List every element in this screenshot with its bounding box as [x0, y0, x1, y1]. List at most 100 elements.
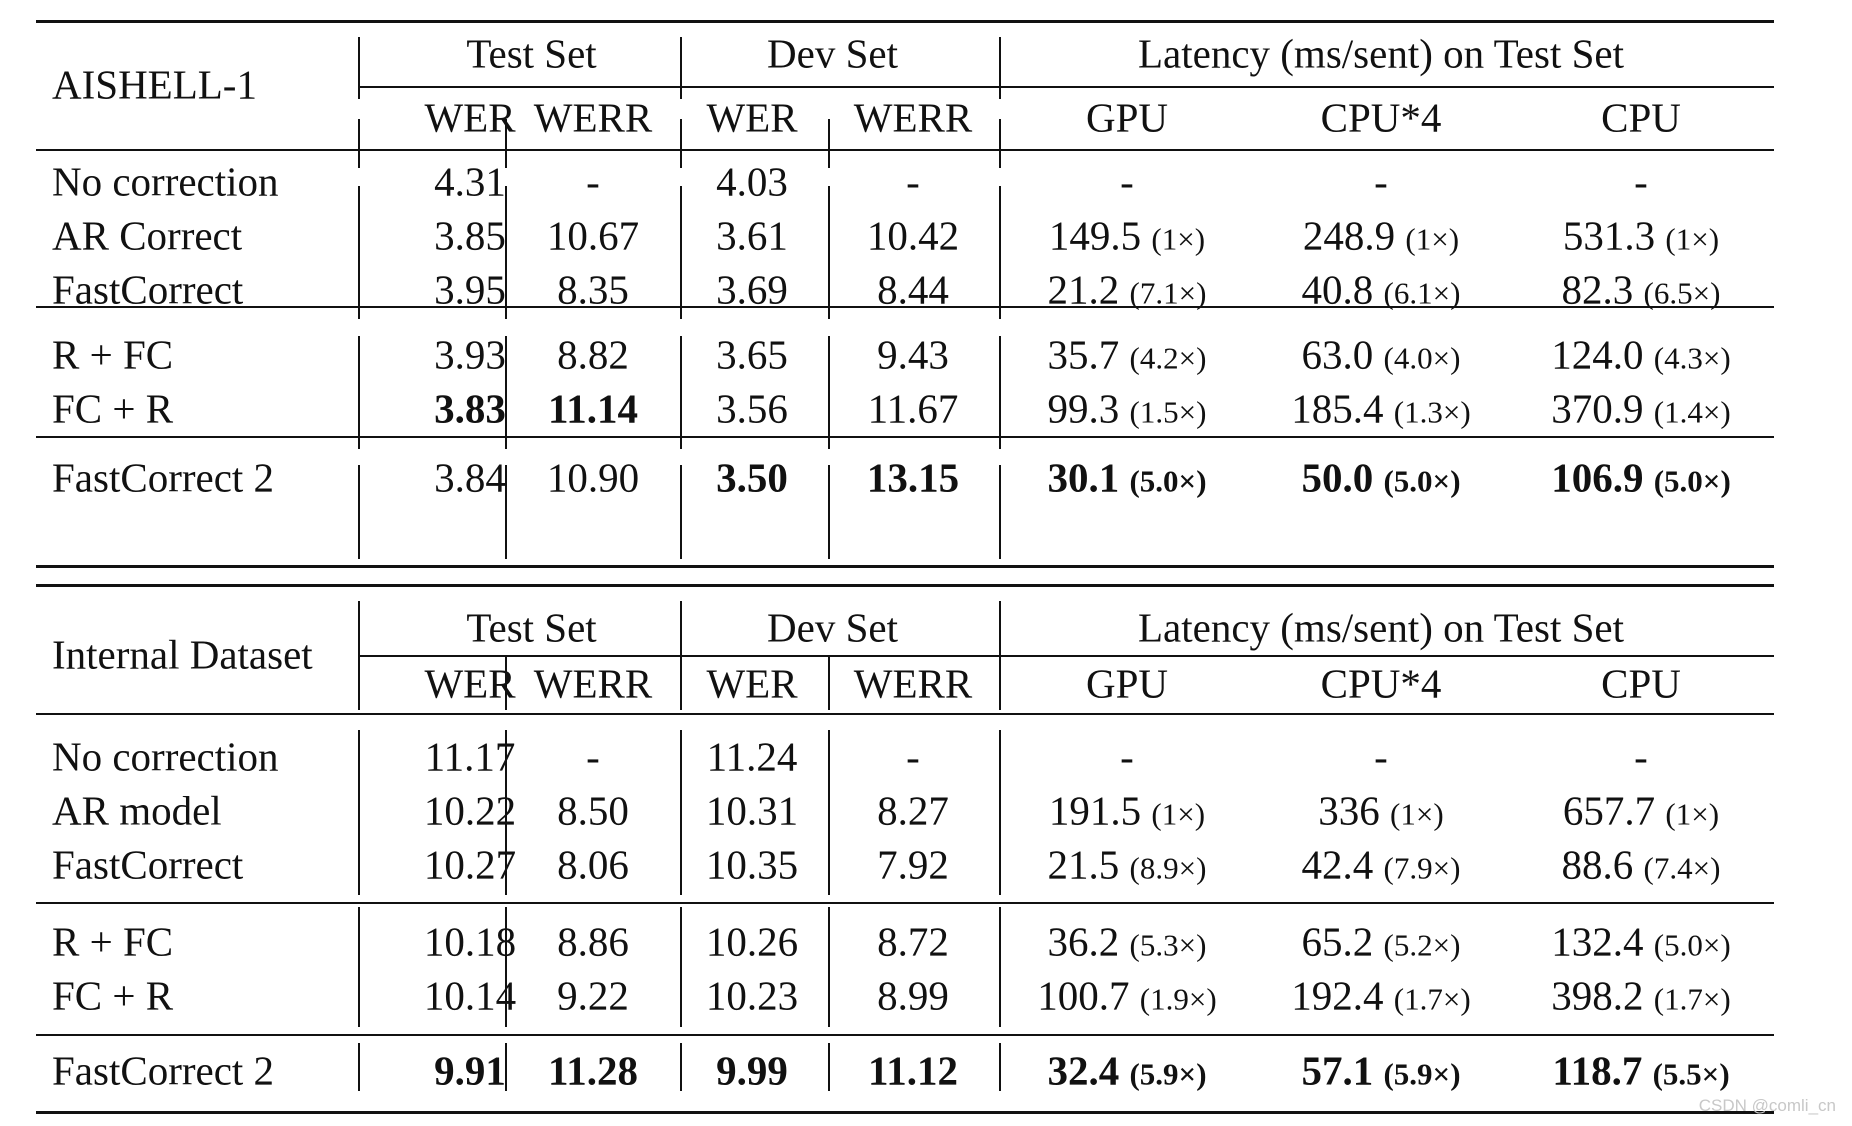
row-label: FastCorrect [52, 266, 244, 313]
cell-value: 10.42 [866, 212, 960, 259]
column-rule [680, 119, 682, 168]
table-cell: 21.2 (7.1×) [1048, 269, 1207, 311]
dataset-label: Internal Dataset [52, 631, 313, 678]
cell-value: 4.03 [716, 158, 788, 205]
speedup-value: (7.4×) [1643, 850, 1721, 886]
column-header: CPU*4 [1320, 94, 1442, 141]
speedup-value: (1×) [1665, 221, 1720, 257]
cell-value: 10.14 [423, 972, 517, 1019]
group-header: Latency (ms/sent) on Test Set [1138, 604, 1624, 651]
cell-value: 99.3 [1047, 385, 1120, 432]
table-cell: - [586, 161, 600, 203]
speedup-value: (1.7×) [1393, 981, 1471, 1017]
column-rule [680, 1043, 682, 1091]
speedup-value: (5.9×) [1129, 1056, 1207, 1092]
speedup-value: (5.5×) [1652, 1056, 1730, 1092]
cell-value: 10.90 [546, 454, 640, 501]
table-cell: 8.82 [557, 334, 629, 376]
column-header: CPU [1601, 660, 1681, 707]
column-rule [358, 186, 360, 319]
table-cell: 248.9 (1×) [1302, 212, 1459, 259]
cell-value: 8.44 [877, 266, 949, 313]
cell-value: 100.7 [1037, 972, 1130, 1019]
cell-value: 42.4 [1301, 841, 1374, 888]
column-header: WER [424, 94, 516, 141]
table-cell: 65.2 (5.2×) [1302, 921, 1461, 963]
column-header: WER [706, 660, 798, 707]
group-header: Test Set [466, 30, 597, 77]
column-rule [999, 730, 1001, 895]
table-cell: 3.93 [434, 334, 506, 376]
aishell-results-table: AISHELL-1 Test Set Dev Set Latency (ms/sent… [36, 20, 1774, 568]
table-cell: 149.5 (1×) [1049, 215, 1205, 257]
column-rule [999, 119, 1001, 168]
row-label: R + FC [52, 918, 174, 965]
table-cell: 10.14 [423, 972, 517, 1019]
cell-value: 398.2 [1551, 972, 1644, 1019]
cell-value: 10.31 [705, 787, 799, 834]
table-cell: - [1374, 736, 1388, 778]
cell-value: 11.14 [548, 385, 638, 432]
cell-value: - [906, 733, 920, 780]
speedup-value: (5.2×) [1383, 927, 1461, 963]
row-label: FastCorrect 2 [52, 454, 275, 501]
table-cell: 99.3 (1.5×) [1047, 385, 1207, 432]
cell-value: 248.9 [1302, 212, 1396, 259]
cell-value: 50.0 [1301, 454, 1374, 501]
table-cell: 42.4 (7.9×) [1301, 841, 1461, 888]
column-header: WERR [533, 94, 653, 141]
cell-value: - [1634, 158, 1648, 205]
table-cell: 10.22 [424, 790, 516, 832]
table-cell: 9.43 [877, 334, 949, 376]
table-cell: 10.42 [866, 212, 960, 259]
speedup-value: (1×) [1151, 796, 1206, 832]
header-rule [36, 713, 1774, 715]
column-rule [505, 336, 507, 449]
speedup-value: (7.9×) [1383, 850, 1461, 886]
table-cell: 10.35 [706, 844, 798, 886]
table-cell: 82.3 (6.5×) [1561, 266, 1721, 313]
column-rule [358, 601, 360, 710]
cell-value: 11.67 [867, 385, 959, 432]
table-cell: 8.86 [557, 921, 629, 963]
column-rule [999, 37, 1001, 99]
cell-value: - [1374, 158, 1388, 205]
cell-value: 82.3 [1561, 266, 1634, 313]
group-header: Test Set [466, 604, 597, 651]
internal-dataset-results-table: Internal Dataset Test Set Dev Set Latency (… [36, 584, 1774, 1114]
table-cell: 11.67 [867, 385, 959, 432]
group-header: Dev Set [767, 604, 898, 651]
column-rule [358, 37, 360, 99]
table-cell: - [906, 733, 920, 780]
cell-value: 10.23 [705, 972, 799, 1019]
table-cell: - [1634, 158, 1648, 205]
speedup-value: (1×) [1390, 796, 1444, 832]
row-label: FC + R [52, 972, 174, 1019]
row-label: FC + R [52, 385, 174, 432]
cell-value: 9.22 [557, 972, 629, 1019]
row-group-rule [36, 306, 1774, 308]
column-header: WERR [533, 660, 653, 707]
speedup-value: (4.0×) [1383, 340, 1461, 376]
speedup-value: (4.2×) [1129, 340, 1207, 376]
table-cell: 21.5 (8.9×) [1048, 844, 1207, 886]
table-cell: 11.17 [425, 736, 516, 778]
cell-value: 3.50 [716, 454, 788, 501]
cell-value: 88.6 [1561, 841, 1634, 888]
cell-value: 185.4 [1291, 385, 1384, 432]
cell-value: 13.15 [866, 454, 960, 501]
cell-value: 30.1 [1047, 454, 1120, 501]
cell-value: 8.27 [877, 787, 949, 834]
row-label: R + FC [52, 331, 174, 378]
table-cell: 63.0 (4.0×) [1302, 334, 1461, 376]
table-cell: 106.9 (5.0×) [1551, 457, 1731, 499]
table-cell: 124.0 (4.3×) [1551, 334, 1730, 376]
table-cell: 32.4 (5.9×) [1047, 1050, 1207, 1092]
table-cell: 10.23 [705, 972, 799, 1019]
table-cell: 4.03 [716, 158, 788, 205]
table-cell: 8.72 [877, 921, 949, 963]
table-cell: 57.1 (5.9×) [1301, 1050, 1460, 1092]
table-cell: 8.50 [557, 790, 629, 832]
cell-value: 8.99 [877, 972, 949, 1019]
dataset-label: AISHELL-1 [52, 61, 257, 108]
